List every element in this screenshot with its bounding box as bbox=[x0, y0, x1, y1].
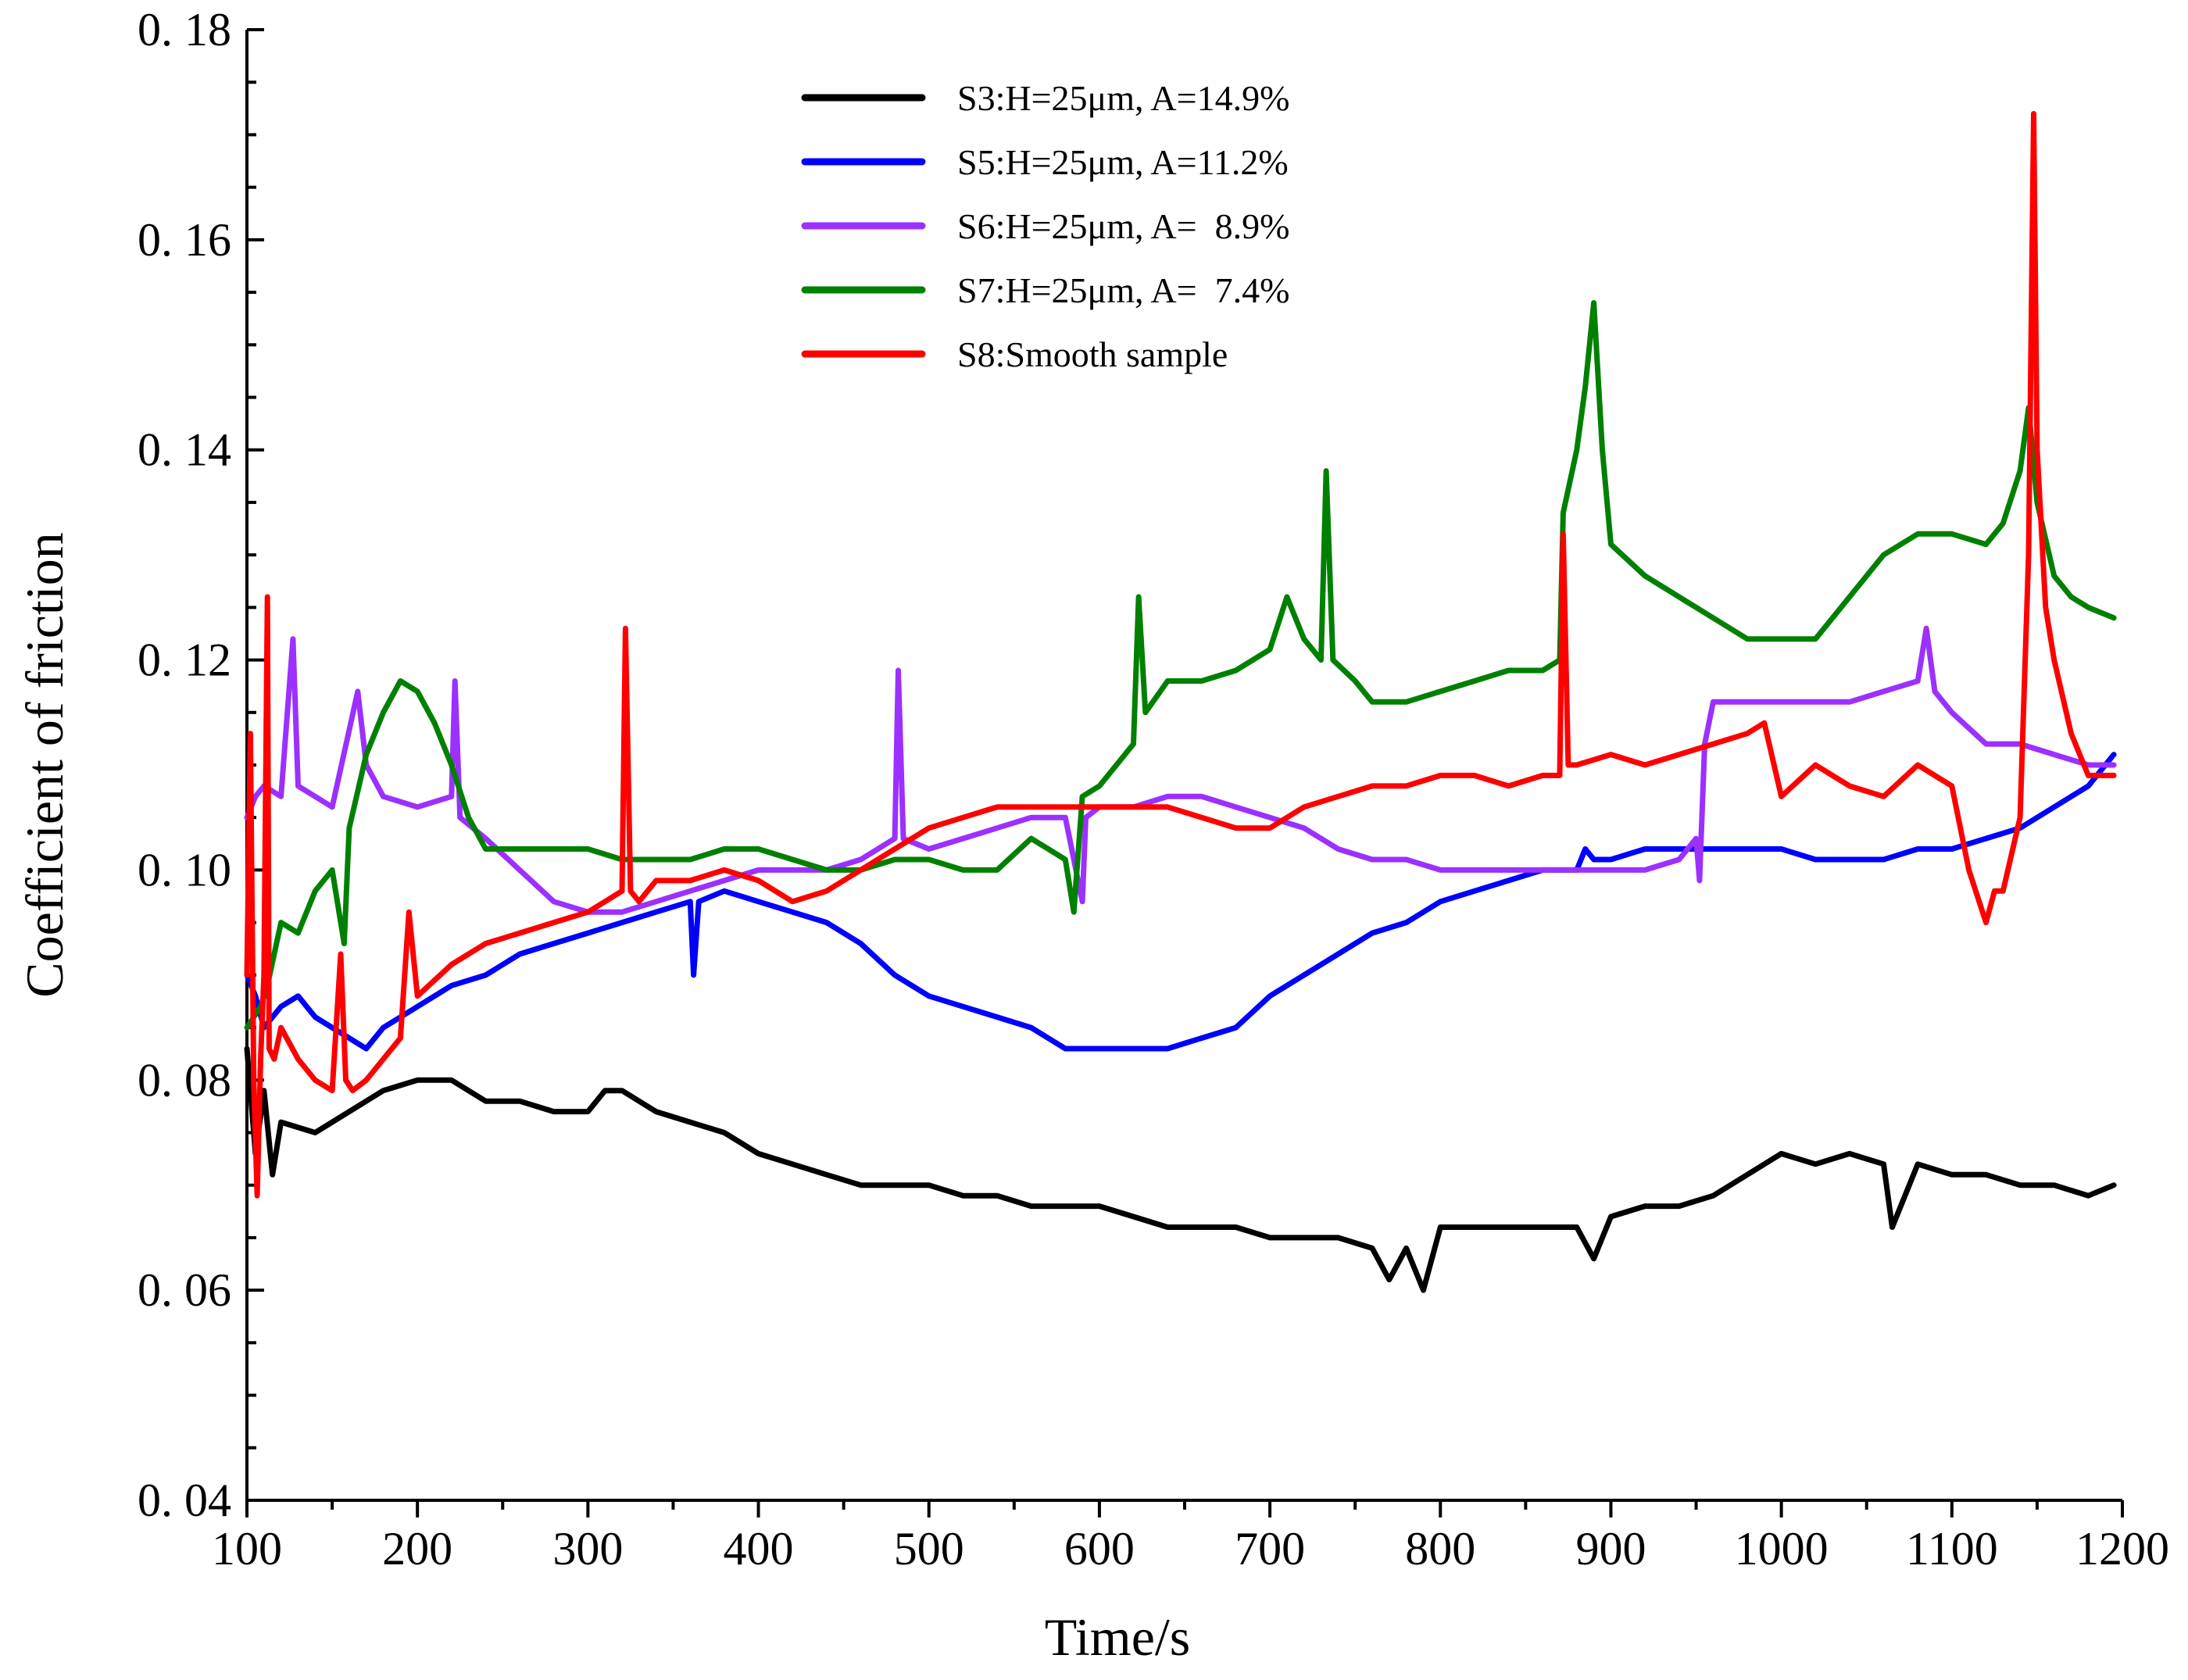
x-tick-label: 1100 bbox=[1906, 1523, 1998, 1575]
series-line-3 bbox=[244, 625, 2117, 915]
y-tick-label: 0. 12 bbox=[138, 634, 231, 686]
y-axis-title: Coefficient of friction bbox=[15, 532, 74, 997]
y-tick-label: 0. 08 bbox=[138, 1054, 231, 1106]
x-tick-label: 700 bbox=[1235, 1523, 1305, 1575]
series-line-5 bbox=[244, 111, 2117, 1199]
y-tick-label: 0. 10 bbox=[138, 844, 231, 895]
x-tick-label: 900 bbox=[1575, 1523, 1646, 1575]
x-tick-label: 400 bbox=[724, 1523, 794, 1575]
x-axis-title: Time/s bbox=[1045, 1607, 1190, 1667]
x-tick-label: 1200 bbox=[2075, 1523, 2169, 1575]
x-tick-label: 600 bbox=[1064, 1523, 1135, 1575]
x-ticks: 100 200 300 400 500 600 700 800 900 1000 1100 1200 bbox=[212, 1500, 2169, 1575]
y-tick-label: 0. 06 bbox=[138, 1264, 231, 1316]
x-tick-label: 200 bbox=[382, 1523, 452, 1575]
legend-label: S3:H=25μm, A=14.9% bbox=[957, 78, 1289, 118]
x-tick-label: 100 bbox=[212, 1523, 282, 1575]
legend: S3:H=25μm, A=14.9% S5:H=25μm, A=11.2% S6:H… bbox=[801, 78, 1289, 374]
y-tick-label: 0. 18 bbox=[138, 4, 231, 55]
x-tick-label: 300 bbox=[552, 1523, 623, 1575]
plot-area: 0. 04 0. 06 0. 08 0. 10 0. 12 0. 14 0. 16 0. 18… bbox=[138, 4, 2169, 1575]
series-lines bbox=[244, 111, 2117, 1293]
y-tick-label: 0. 04 bbox=[138, 1474, 231, 1526]
legend-label: S8:Smooth sample bbox=[957, 334, 1228, 374]
legend-label: S5:H=25μm, A=11.2% bbox=[957, 142, 1289, 182]
series-line-2 bbox=[244, 752, 2117, 1052]
legend-label: S6:H=25μm, A= 8.9% bbox=[957, 206, 1289, 246]
series-line-4 bbox=[244, 300, 2117, 1031]
y-ticks: 0. 04 0. 06 0. 08 0. 10 0. 12 0. 14 0. 16 0. 18 bbox=[138, 4, 264, 1526]
x-tick-label: 500 bbox=[894, 1523, 964, 1575]
x-tick-label: 800 bbox=[1405, 1523, 1475, 1575]
x-tick-label: 1000 bbox=[1735, 1523, 1829, 1575]
series-line-1 bbox=[244, 1046, 2117, 1293]
y-tick-label: 0. 16 bbox=[138, 214, 231, 266]
y-tick-label: 0. 14 bbox=[138, 424, 231, 476]
legend-label: S7:H=25μm, A= 7.4% bbox=[957, 270, 1289, 310]
